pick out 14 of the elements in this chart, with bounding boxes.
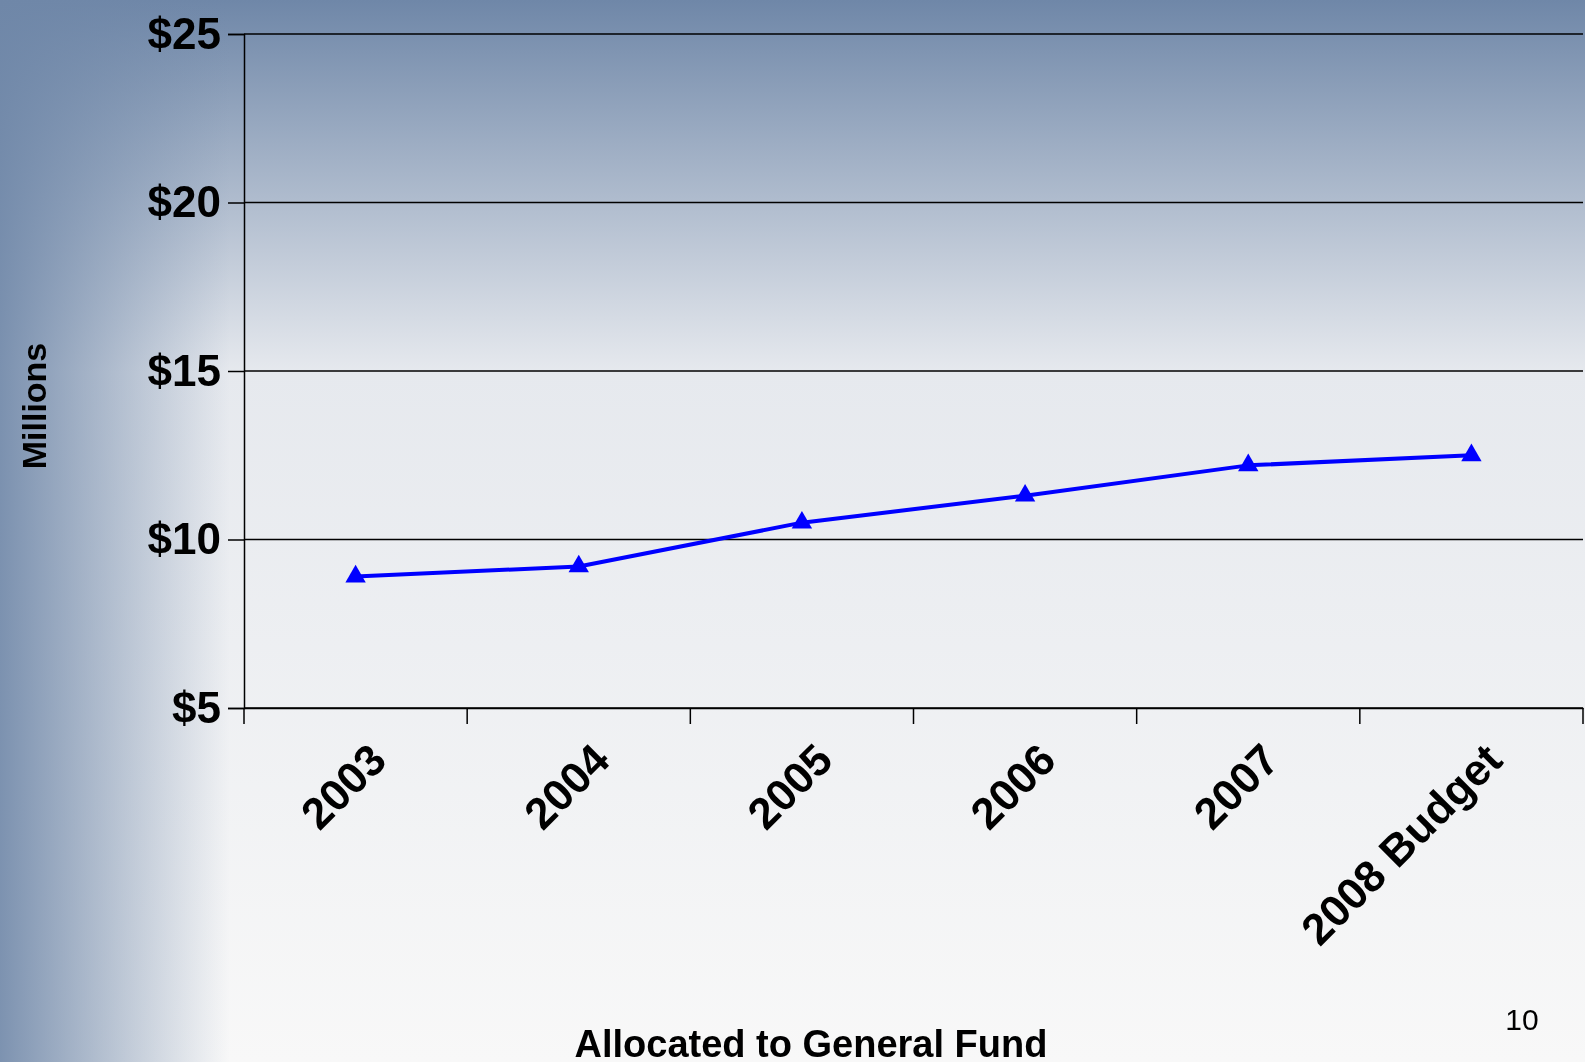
point — [568, 554, 589, 573]
point — [345, 564, 366, 583]
x-axis-title: Allocated to General Fund — [574, 1023, 1048, 1062]
y-tick-label: $5 — [172, 682, 221, 732]
y-tick-label: $25 — [147, 8, 221, 58]
text: 10 — [1505, 1003, 1539, 1036]
point — [1014, 483, 1036, 502]
y-axis-title: Millions — [15, 342, 53, 470]
y-tick-label: $20 — [147, 177, 221, 227]
point — [1461, 443, 1482, 462]
point — [1238, 453, 1259, 472]
point — [791, 510, 813, 529]
y-tick-label: $15 — [147, 345, 221, 395]
y-tick-label: $10 — [147, 514, 221, 564]
